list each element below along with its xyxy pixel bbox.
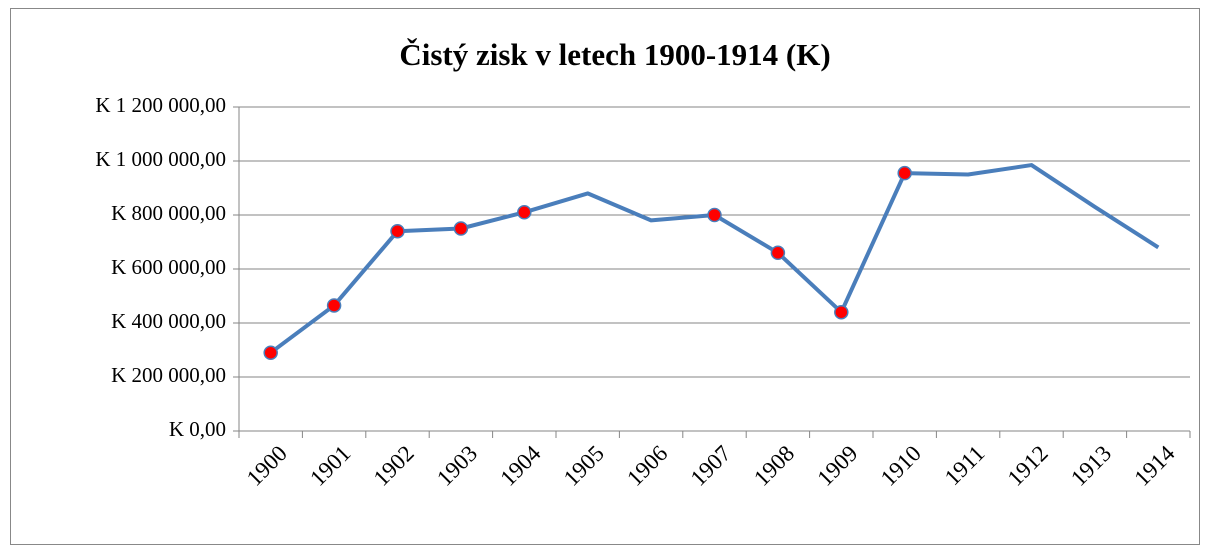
marker (770, 245, 786, 261)
marker (517, 205, 532, 220)
chart-border (10, 8, 1200, 545)
y-tick-label: K 400 000,00 (111, 309, 226, 333)
marker (263, 345, 278, 360)
y-tick-label: K 200 000,00 (111, 363, 226, 387)
y-tick-label: K 600 000,00 (111, 255, 226, 279)
y-tick-label: K 1 200 000,00 (95, 93, 226, 117)
chart-title: Čistý zisk v letech 1900-1914 (K) (399, 37, 830, 72)
marker (326, 298, 342, 313)
marker (390, 223, 405, 239)
y-tick-label: K 0,00 (169, 417, 226, 441)
marker (453, 221, 469, 236)
marker (834, 304, 849, 320)
y-tick-label: K 800 000,00 (111, 201, 226, 225)
marker (707, 207, 722, 223)
y-tick-label: K 1 000 000,00 (95, 147, 226, 171)
marker (897, 165, 912, 181)
